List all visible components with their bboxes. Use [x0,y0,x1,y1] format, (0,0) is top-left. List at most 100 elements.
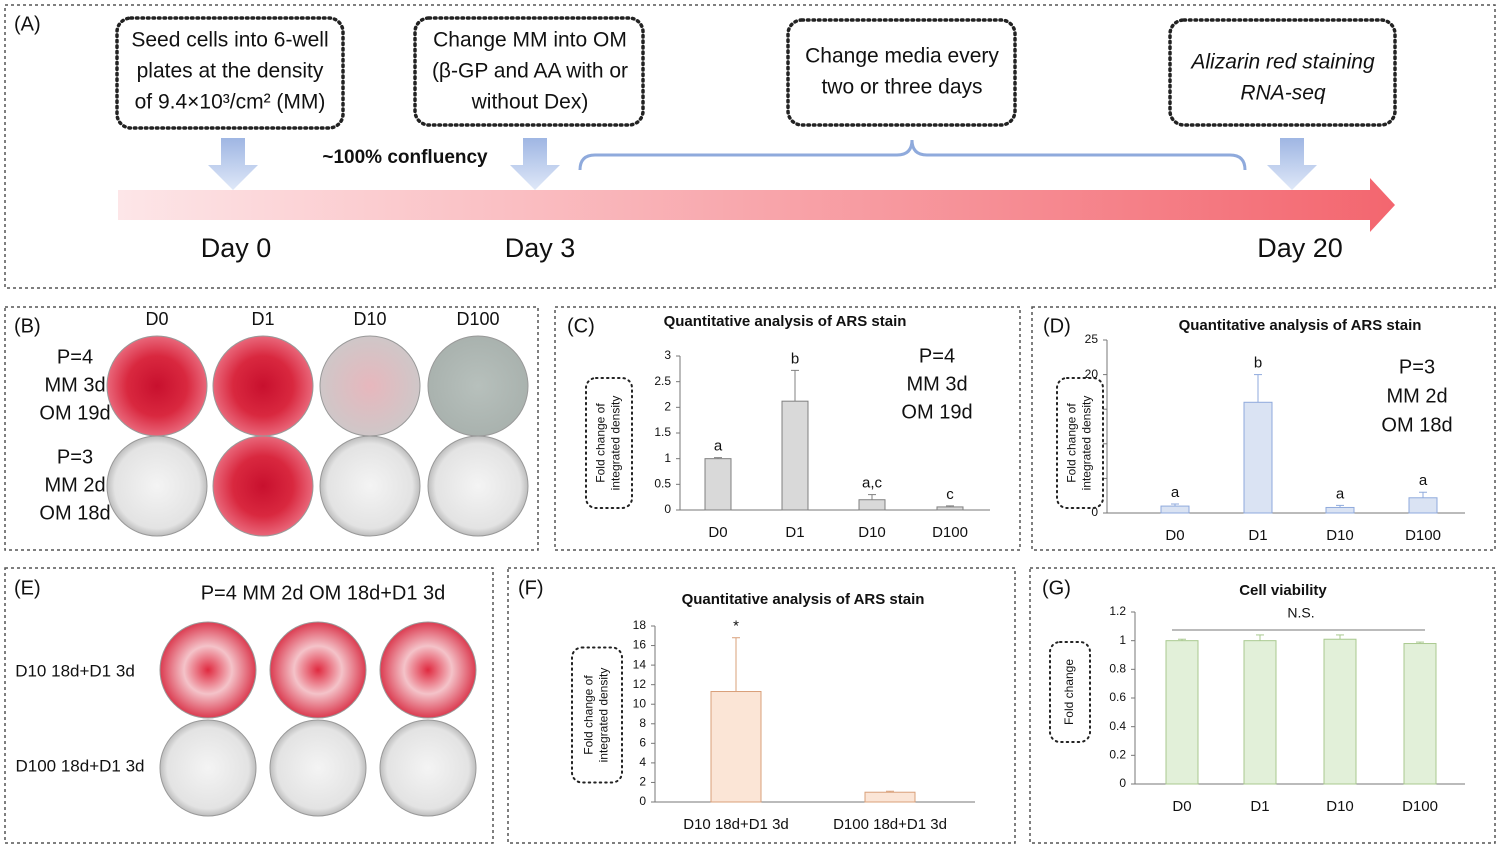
significance-letter: a [1419,472,1428,489]
y-tick-label: 8 [639,716,646,730]
wells-e-title: P=4 MM 2d OM 18d+D1 3d [201,582,446,604]
bar [1165,640,1199,785]
y-tick-label: 18 [633,618,647,632]
step-text: Change MM into OM [433,29,627,52]
y-tick-label: 16 [633,638,647,652]
y-tick-label: 3 [664,348,671,362]
well [319,335,421,437]
y-tick-label: 0 [1119,776,1126,790]
well-row-label: OM 19d [39,402,110,424]
y-axis-label: integrated density [1080,396,1094,491]
x-tick-label: D0 [708,524,727,541]
bar [1325,506,1355,514]
bar [781,400,809,511]
y-tick-label: 0.4 [1109,719,1126,733]
down-arrow [510,138,560,190]
y-tick-label: 1 [664,451,671,465]
x-tick-label: D100 [932,524,968,541]
bar [1408,497,1438,514]
panel-g [1029,567,1496,844]
well-row-label: MM 3d [44,374,105,396]
significance-letter: a [714,438,723,455]
x-tick-label: D10 18d+D1 3d [683,816,789,833]
x-tick-label: D100 [1402,798,1438,815]
x-tick-label: D1 [1250,798,1269,815]
y-tick-label: 2 [664,400,671,414]
well [106,435,208,537]
ylabel-box [1056,377,1104,509]
bar [710,691,762,803]
annotation: MM 3d [906,373,967,395]
bar [704,458,732,511]
well [159,719,257,817]
x-tick-label: D100 18d+D1 3d [833,816,947,833]
down-arrow [208,138,258,190]
y-axis-label: Fold change of [1065,403,1079,483]
panel-d [1031,306,1496,551]
bar [858,499,886,511]
bar [1243,640,1277,785]
y-tick-label: 0.6 [1109,690,1126,704]
well-row-label: P=3 [57,446,93,468]
y-axis-label: integrated density [609,396,623,491]
y-tick-label: 0.8 [1109,662,1126,676]
y-tick-label: 0 [639,794,646,808]
well-row-label: D100 18d+D1 3d [15,756,144,775]
x-tick-label: D0 [1165,527,1184,544]
x-tick-label: D10 [1326,527,1354,544]
bracket [578,139,1247,171]
day-label: Day 20 [1257,233,1343,263]
panel-b [4,306,539,551]
step-text: Change media every [805,45,999,68]
well [379,621,477,719]
well-row-label: D10 18d+D1 3d [15,661,135,680]
well [159,621,257,719]
significance-letter: a [1171,484,1180,501]
step-text: Alizarin red staining [1189,51,1375,74]
annotation: P=3 [1399,356,1435,378]
step-text: RNA-seq [1240,82,1326,105]
step-box [786,18,1017,127]
annotation: OM 18d [1381,414,1452,436]
significance-letter: a,c [862,475,883,492]
bar [1243,401,1273,514]
y-axis-label: integrated density [597,668,611,763]
y-tick-label: 14 [633,657,647,671]
well-row-label: P=4 [57,346,93,368]
step-box [115,16,345,130]
significance: N.S. [1287,605,1314,621]
significance-letter: * [733,618,739,635]
panel-e [4,567,494,844]
x-tick-label: D0 [1172,798,1191,815]
well [269,621,367,719]
chart-title: Quantitative analysis of ARS stain [682,591,925,608]
well [212,335,314,437]
chart-title: Quantitative analysis of ARS stain [664,313,907,330]
y-tick-label: 2.5 [654,374,671,388]
bar [864,791,916,803]
confluency-label: ~100% confluency [322,147,488,168]
y-tick-label: 10 [633,696,647,710]
step-text: two or three days [821,76,982,99]
y-tick-label: 0.5 [654,477,671,491]
chart-title: Cell viability [1239,582,1327,599]
panel-label: (G) [1042,577,1071,599]
day-label: Day 0 [201,233,272,263]
significance-letter: a [1336,485,1345,502]
well [269,719,367,817]
y-tick-label: 1.2 [1109,604,1126,618]
y-tick-label: 0.2 [1109,748,1126,762]
x-tick-label: D1 [1248,527,1267,544]
significance-letter: c [946,486,954,503]
well [319,435,421,537]
ylabel-box [571,646,623,784]
panel-label: (C) [567,315,595,337]
y-tick-label: 1 [1119,633,1126,647]
well [427,335,529,437]
y-tick-label: 25 [1085,332,1099,346]
well [212,435,314,537]
panel-label: (E) [14,577,41,599]
y-axis-label: Fold change [1062,659,1076,725]
well [379,719,477,817]
